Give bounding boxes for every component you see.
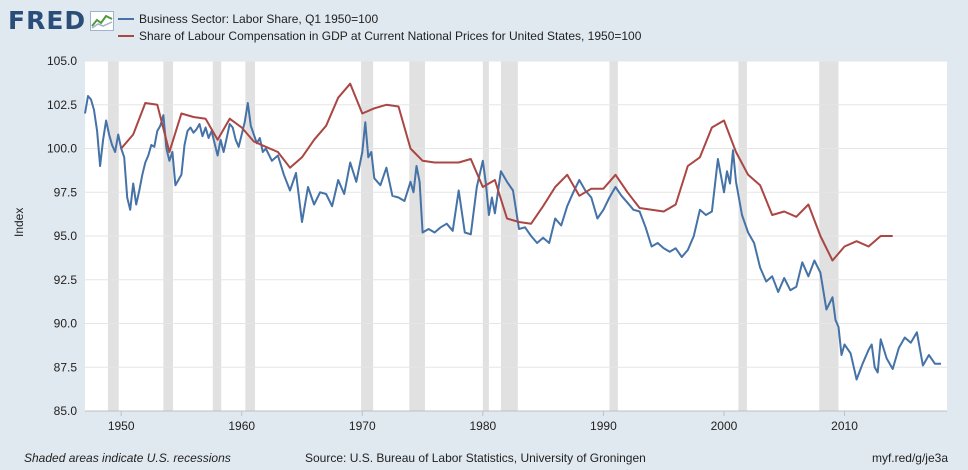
y-tick-label: 100.0 bbox=[47, 142, 77, 156]
fred-logo[interactable]: FRED bbox=[8, 6, 115, 35]
y-axis-ticks: 85.0 87.5 90.0 92.5 95.0 97.5 100.0 102.5 105.0 bbox=[47, 54, 77, 418]
series-lines bbox=[84, 82, 941, 381]
line-chart-icon bbox=[90, 10, 115, 31]
y-tick-label: 90.0 bbox=[54, 317, 78, 331]
y-tick-label: 87.5 bbox=[54, 360, 78, 374]
series-line-1[interactable] bbox=[84, 95, 941, 381]
source-note: Source: U.S. Bureau of Labor Statistics,… bbox=[305, 451, 646, 465]
y-tick-label: 85.0 bbox=[54, 404, 78, 418]
legend-entry-series-2[interactable]: Share of Labour Compensation in GDP at C… bbox=[118, 27, 641, 44]
short-url-link[interactable]: myf.red/g/je3a bbox=[871, 451, 948, 465]
recession-note: Shaded areas indicate U.S. recessions bbox=[24, 451, 231, 465]
legend-label-series-2: Share of Labour Compensation in GDP at C… bbox=[139, 28, 642, 43]
x-tick-label: 1950 bbox=[108, 419, 135, 433]
y-tick-label: 95.0 bbox=[54, 229, 78, 243]
x-tick-label: 1970 bbox=[349, 419, 376, 433]
x-tick-label: 2010 bbox=[831, 419, 858, 433]
series-line-2[interactable] bbox=[120, 82, 893, 262]
legend-swatch-series-2 bbox=[118, 34, 134, 37]
y-tick-label: 92.5 bbox=[54, 273, 78, 287]
fred-logo-text: FRED bbox=[8, 6, 87, 35]
y-tick-label: 102.5 bbox=[47, 98, 77, 112]
y-tick-label: 97.5 bbox=[54, 185, 78, 199]
x-tick-label: 1960 bbox=[228, 419, 255, 433]
x-tick-label: 1990 bbox=[590, 419, 617, 433]
legend-label-series-1: Business Sector: Labor Share, Q1 1950=10… bbox=[139, 11, 379, 26]
x-tick-label: 1980 bbox=[469, 419, 496, 433]
chart-legend: Business Sector: Labor Share, Q1 1950=10… bbox=[118, 10, 641, 44]
y-tick-label: 105.0 bbox=[47, 54, 77, 68]
x-axis-ticks: 1950 1960 1970 1980 1990 2000 2010 bbox=[85, 410, 947, 433]
legend-entry-series-1[interactable]: Business Sector: Labor Share, Q1 1950=10… bbox=[118, 10, 641, 27]
x-tick-label: 2000 bbox=[711, 419, 738, 433]
legend-swatch-series-1 bbox=[118, 17, 134, 20]
